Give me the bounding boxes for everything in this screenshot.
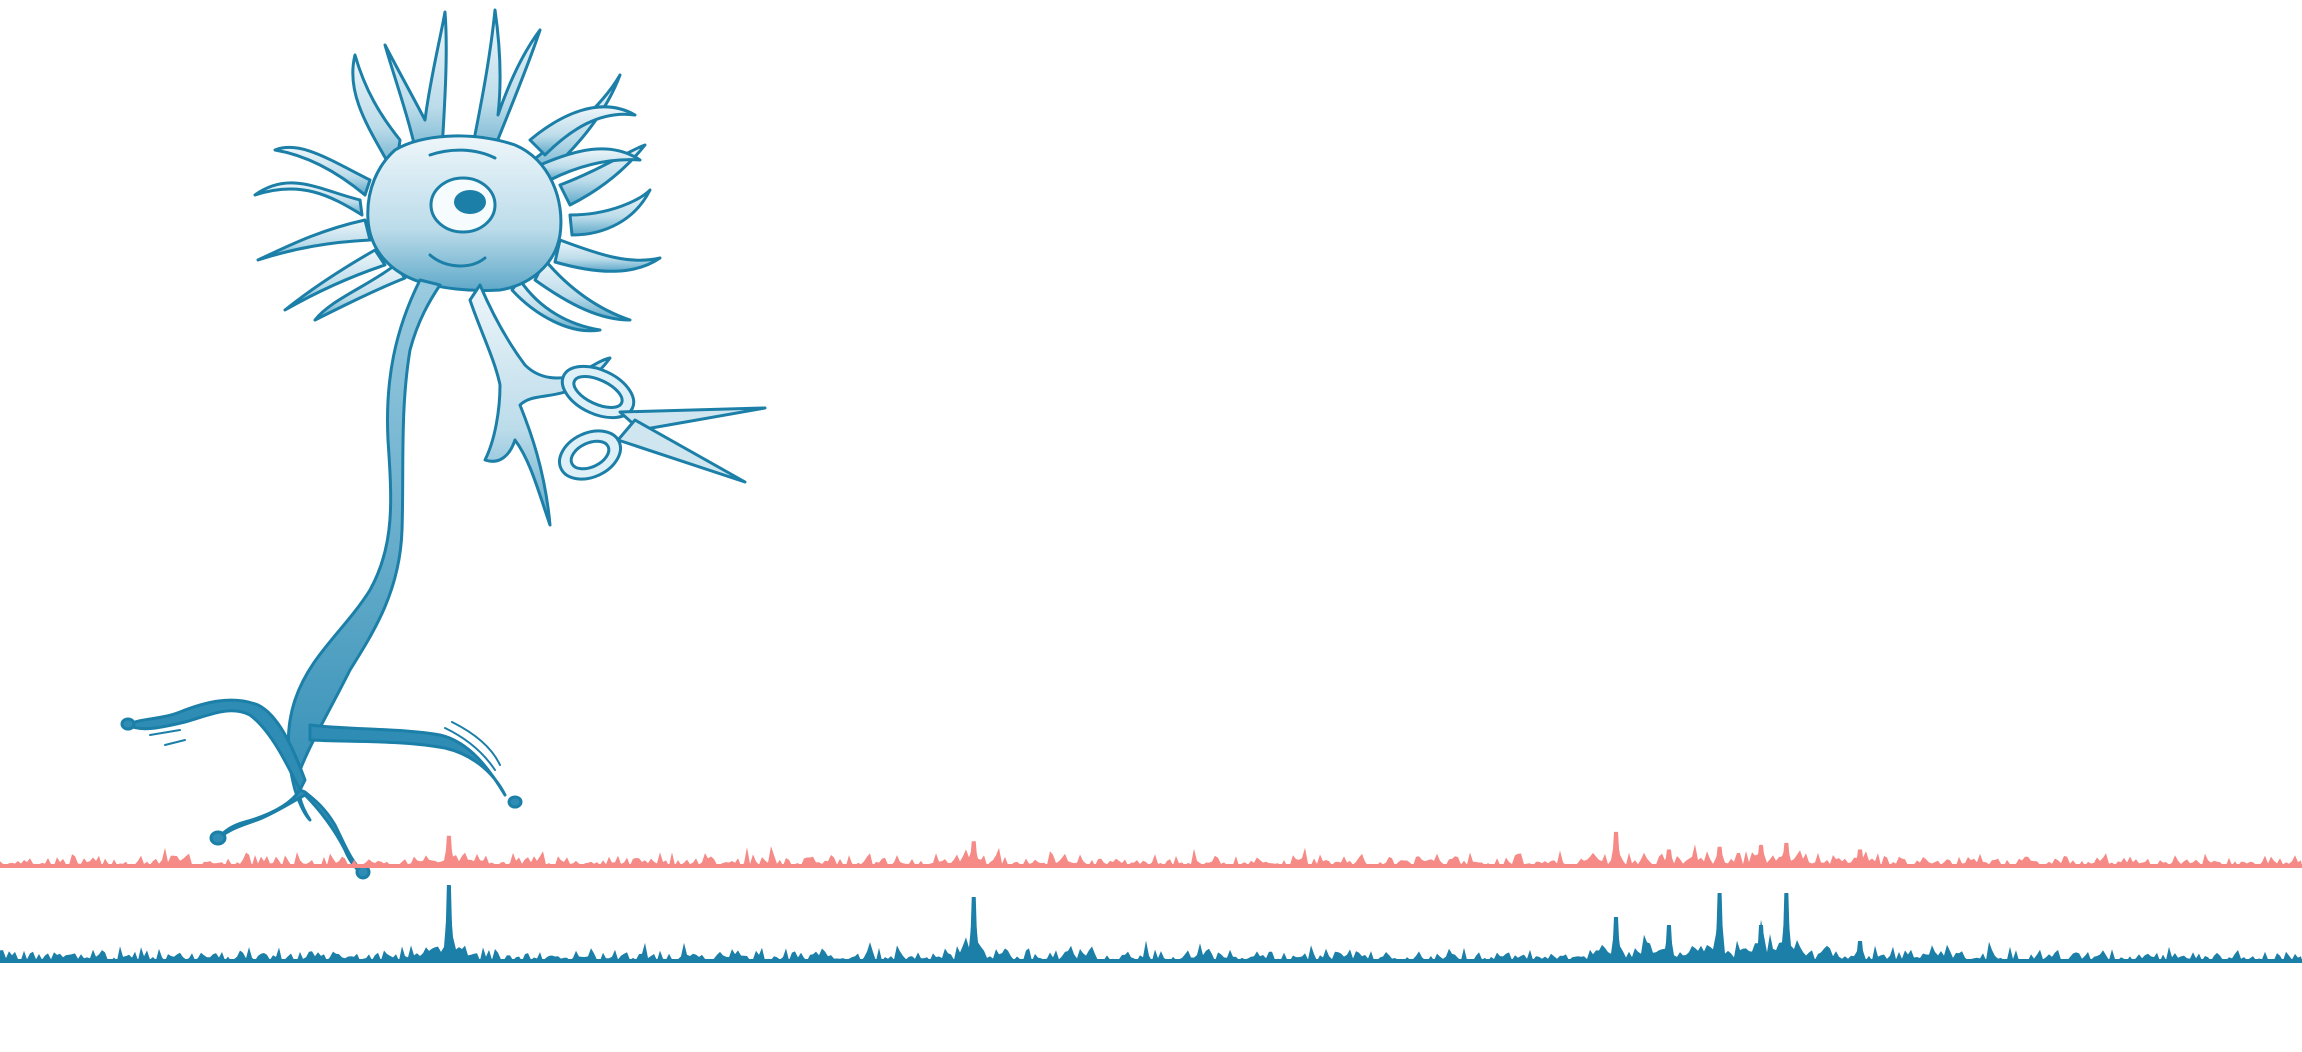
axon — [286, 278, 442, 822]
axon-terminal-right — [308, 723, 507, 797]
dendrites — [253, 8, 662, 333]
signal-peak-upper-3 — [1664, 849, 1673, 866]
signal-track-upper — [0, 831, 2302, 868]
signal-peak-upper-5 — [1757, 845, 1766, 866]
signal-peak-upper-1 — [969, 841, 978, 866]
signal-peak-lower-2 — [1612, 917, 1621, 961]
signal-peak-lower-4 — [1715, 893, 1724, 961]
smile-arc — [428, 253, 487, 268]
axon-terminal-foot — [213, 788, 367, 877]
signal-peak-lower-1 — [969, 897, 978, 961]
scissors-icon — [558, 364, 767, 484]
signal-peak-lower-7 — [1856, 941, 1865, 961]
signal-peak-upper-6 — [1782, 842, 1791, 866]
signal-peak-lower-0 — [444, 885, 453, 961]
signal-area-upper — [0, 837, 2302, 866]
nucleolus — [454, 190, 486, 214]
signal-peak-upper-0 — [444, 835, 453, 866]
nucleus-arc — [428, 148, 497, 160]
neuron-body — [120, 8, 662, 880]
motion-lines — [149, 721, 501, 771]
terminal-bulb — [507, 795, 523, 809]
signal-peak-lower-5 — [1757, 925, 1766, 961]
terminal-bulb — [120, 717, 136, 731]
signal-peak-lower-6 — [1782, 893, 1791, 961]
signal-peak-lower-3 — [1664, 925, 1673, 961]
signal-track-lower — [0, 885, 2302, 963]
signal-peak-upper-4 — [1715, 846, 1724, 866]
signal-peak-upper-7 — [1856, 849, 1865, 866]
signal-area-lower — [0, 899, 2302, 961]
dendrite-arm — [468, 283, 612, 527]
signal-baseline-upper — [0, 864, 2302, 868]
terminal-bulb — [209, 830, 227, 846]
signal-peak-upper-2 — [1612, 831, 1621, 866]
signal-baseline-lower — [0, 959, 2302, 963]
